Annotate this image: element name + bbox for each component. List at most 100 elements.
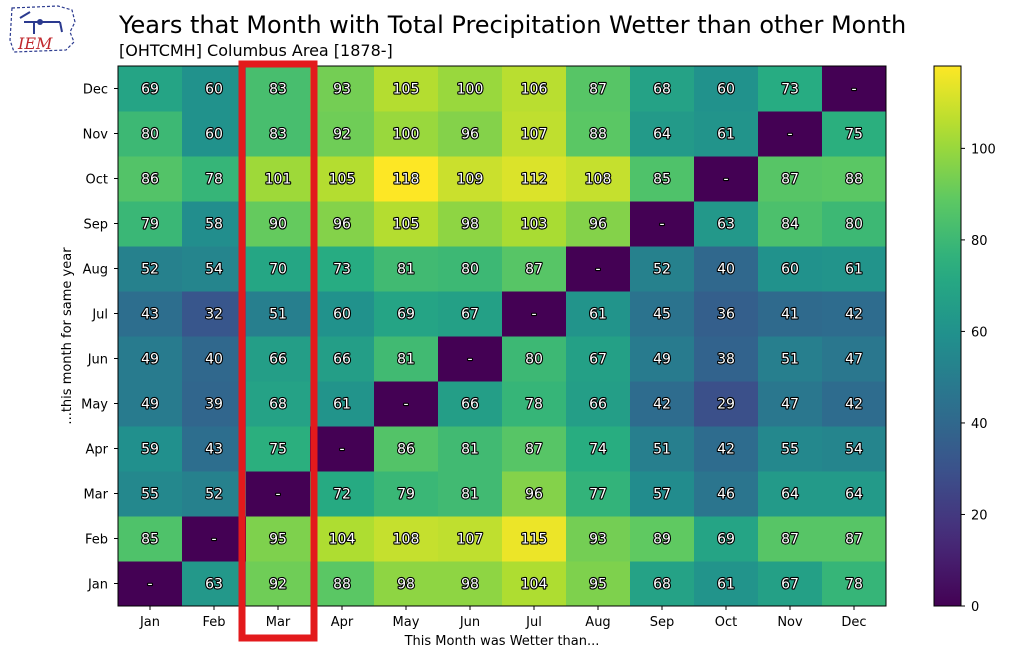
- cell-value-label: 46: [717, 487, 735, 503]
- cell-value-label: 60: [205, 127, 223, 143]
- heatmap-cell: [310, 561, 375, 607]
- colorbar-tick-label: 40: [971, 417, 988, 432]
- cell-value-label: 75: [269, 442, 287, 458]
- heatmap-cell: [758, 471, 823, 517]
- heatmap-cell: [758, 426, 823, 472]
- cell-value-label: 67: [589, 352, 607, 368]
- x-tick-label: Aug: [585, 615, 610, 630]
- cell-value-label: 105: [393, 82, 420, 98]
- iem-logo-text: IEM: [17, 34, 53, 53]
- cell-value-label: 55: [781, 442, 799, 458]
- heatmap-cell: [630, 66, 695, 112]
- cell-value-label: 88: [845, 172, 863, 188]
- heatmap-cell: [182, 201, 247, 247]
- cell-value-label: 107: [457, 532, 484, 548]
- cell-value-label: 49: [653, 352, 671, 368]
- cell-value-label: 73: [333, 262, 351, 278]
- cell-value-label: 80: [525, 352, 543, 368]
- cell-value-label: -: [531, 307, 536, 323]
- chart-subtitle: [OHTCMH] Columbus Area [1878-]: [119, 41, 393, 60]
- heatmap-cell: [822, 246, 887, 292]
- heatmap-cell: [310, 156, 375, 202]
- heatmap-cell: [246, 111, 311, 157]
- cell-value-label: 47: [781, 397, 799, 413]
- heatmap-cell: [630, 381, 695, 427]
- cell-value-label: 96: [589, 217, 607, 233]
- cell-value-label: -: [723, 172, 728, 188]
- cell-value-label: 80: [845, 217, 863, 233]
- heatmap-cell: [182, 426, 247, 472]
- heatmap-cell: [438, 201, 503, 247]
- cell-value-label: 98: [397, 577, 415, 593]
- heatmap-cell: [566, 471, 631, 517]
- heatmap-cell: [566, 291, 631, 337]
- cell-value-label: 108: [393, 532, 420, 548]
- cell-value-label: 49: [141, 352, 159, 368]
- heatmap-cell: [694, 516, 759, 562]
- heatmap-cell: [566, 426, 631, 472]
- colorbar: 0 20 40 60 80 100: [933, 65, 996, 615]
- cell-value-label: 90: [269, 217, 287, 233]
- x-tick-label: Nov: [777, 615, 803, 630]
- heatmap-cell: [566, 111, 631, 157]
- cell-value-label: 72: [333, 487, 351, 503]
- heatmap-cell: [694, 201, 759, 247]
- colorbar-tick-label: 80: [971, 234, 988, 249]
- cell-value-label: 118: [393, 172, 420, 188]
- cell-value-label: 67: [781, 577, 799, 593]
- cell-value-label: -: [595, 262, 600, 278]
- cell-value-label: 59: [141, 442, 159, 458]
- heatmap-cell: [118, 426, 183, 472]
- heatmap-cell: [246, 156, 311, 202]
- y-axis-label: ...this month for same year: [60, 247, 75, 425]
- cell-value-label: 98: [461, 217, 479, 233]
- cell-value-label: 101: [265, 172, 292, 188]
- cell-value-label: 88: [589, 127, 607, 143]
- heatmap-cell: [310, 336, 375, 382]
- heatmap-cell: [630, 426, 695, 472]
- x-tick-label: Mar: [266, 615, 291, 630]
- heatmap-cell: [438, 516, 503, 562]
- heatmap-cell: [502, 156, 567, 202]
- cell-value-label: 61: [717, 127, 735, 143]
- cell-value-label: 93: [333, 82, 351, 98]
- heatmap-cell: [118, 516, 183, 562]
- heatmap-cell: [374, 426, 439, 472]
- heatmap-cell: [566, 246, 631, 292]
- chart-title: Years that Month with Total Precipitatio…: [118, 11, 906, 39]
- cell-value-label: 70: [269, 262, 287, 278]
- heatmap-cell: [694, 111, 759, 157]
- heatmap-cell: [694, 291, 759, 337]
- cell-value-label: 51: [781, 352, 799, 368]
- cell-value-label: 51: [653, 442, 671, 458]
- cell-value-label: 63: [717, 217, 735, 233]
- colorbar-tick-label: 60: [971, 325, 988, 340]
- heatmap-cell: [694, 381, 759, 427]
- cell-value-label: 60: [781, 262, 799, 278]
- heatmap-cell: [310, 291, 375, 337]
- heatmap-cell: [758, 561, 823, 607]
- cell-value-label: 43: [205, 442, 223, 458]
- cell-value-label: 66: [269, 352, 287, 368]
- heatmap-cell: [630, 471, 695, 517]
- cell-value-label: 49: [141, 397, 159, 413]
- y-tick-label: Jan: [87, 578, 108, 593]
- x-tick-label: Oct: [715, 615, 737, 630]
- cell-value-label: 85: [141, 532, 159, 548]
- cell-value-label: 86: [397, 442, 415, 458]
- heatmap-cell: [694, 471, 759, 517]
- x-tick-label: Jan: [139, 615, 160, 630]
- x-axis: Jan Feb Mar Apr May Jun Jul Aug Sep Oct Nov Dec: [139, 606, 867, 630]
- heatmap-cell: [566, 156, 631, 202]
- heatmap-cell: [822, 381, 887, 427]
- cell-value-label: 112: [521, 172, 548, 188]
- y-tick-label: Feb: [85, 533, 108, 548]
- heatmap-cell: [438, 471, 503, 517]
- x-axis-label: This Month was Wetter than...: [404, 634, 600, 649]
- heatmap-cell: [694, 66, 759, 112]
- heatmap-cell: [246, 291, 311, 337]
- heatmap-cell: [182, 66, 247, 112]
- heatmap-cell: [566, 66, 631, 112]
- cell-value-label: 81: [461, 487, 479, 503]
- cell-value-label: 98: [461, 577, 479, 593]
